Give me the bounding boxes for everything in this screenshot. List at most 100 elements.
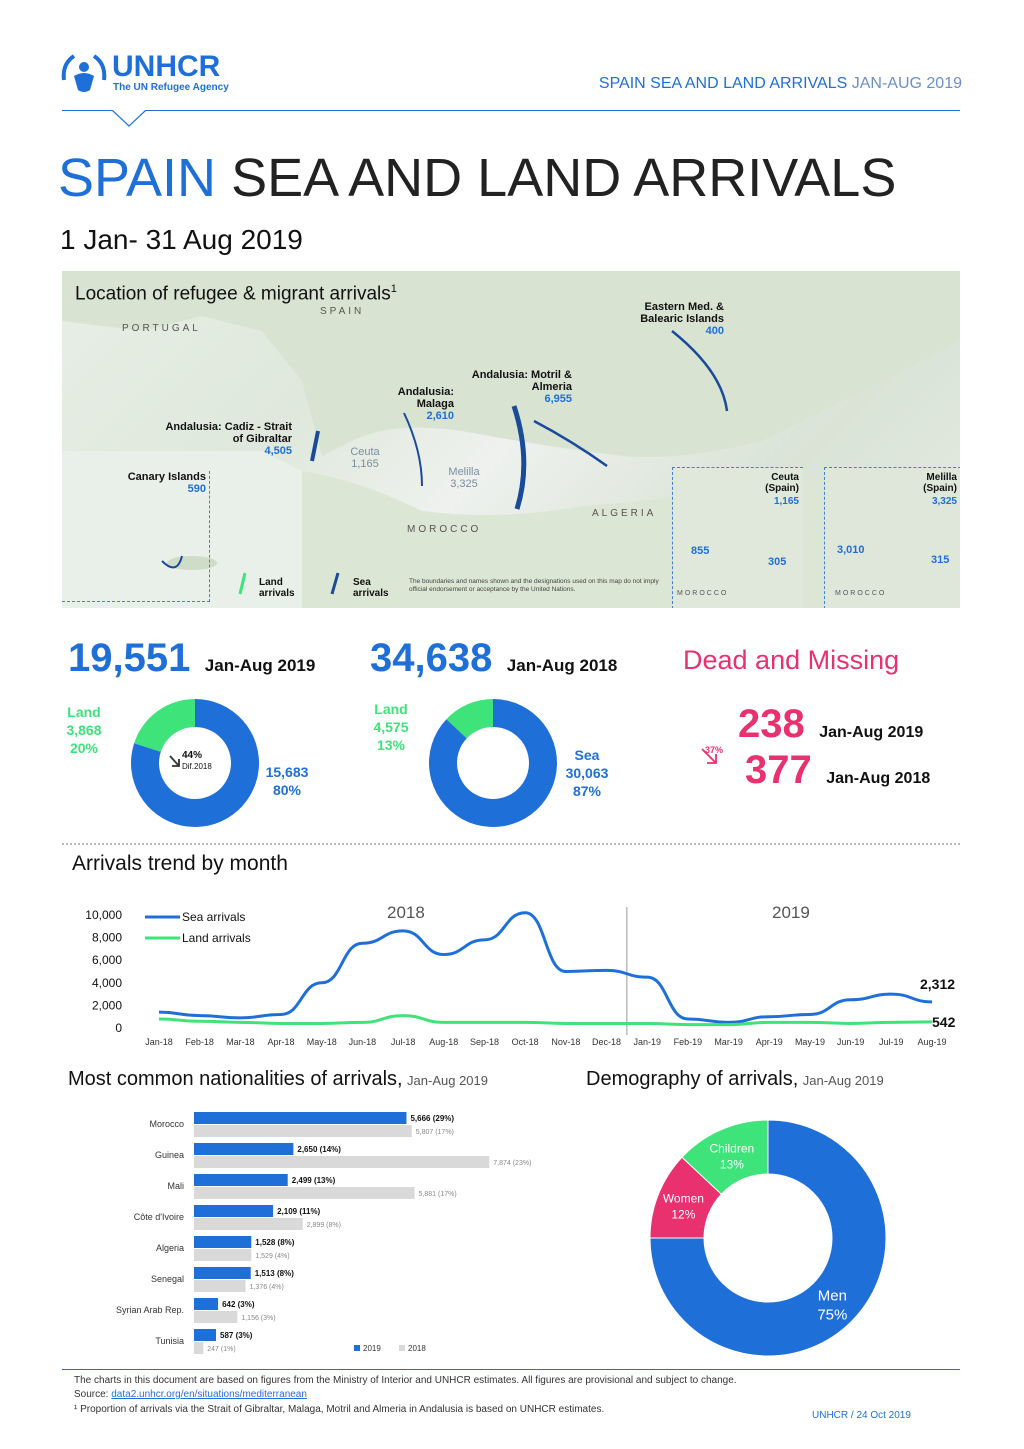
bar-2019 [194,1236,252,1248]
category-label: Guinea [155,1150,184,1160]
donut-sea-slice [131,699,259,827]
sea-pct: 80% [272,782,302,798]
unhcr-emblem-icon [61,54,107,92]
bar-2019 [194,1267,251,1279]
demography-slice-men [649,1119,887,1357]
footer-source-link[interactable]: data2.unhcr.org/en/situations/mediterran… [111,1389,307,1400]
nationalities-title: Most common nationalities of arrivals, J… [68,1068,488,1091]
dead-2019-period: Jan-Aug 2019 [819,724,924,741]
slice-label: Children [710,1141,755,1155]
x-tick-label: Jun-19 [837,1037,865,1047]
bar-2019 [194,1329,217,1341]
bar-2018 [194,1125,412,1137]
inset-ceuta-total: 1,165 [773,496,799,507]
bar-2018 [194,1218,303,1230]
category-label: Tunisia [155,1336,184,1346]
inset-melilla-country: MOROCCO [835,590,887,597]
legend-swatch [354,1345,360,1351]
header-notch-icon [112,110,146,127]
page-title: SPAIN SEA AND LAND ARRIVALS [58,148,896,208]
map-label-value: 2,610 [426,410,454,422]
page-title-strong: SPAIN [58,148,217,208]
legend-sea-arrow [330,572,340,595]
category-label: Mali [167,1181,184,1191]
donut-land-slice [446,699,493,739]
trend-year-2018: 2018 [387,903,425,922]
demography-chart: Men 75% Women 12% Children 13% [649,1119,887,1357]
dead-missing-title: Dead and Missing [683,645,900,675]
inset-melilla: Melilla (Spain) 3,325 3,010 315 MOROCCO [824,467,960,608]
sea-arrivals-line [158,911,933,1024]
y-tick-label: 8,000 [92,931,122,945]
x-tick-label: Apr-18 [268,1037,295,1047]
section-divider [62,843,960,845]
land-label: Land [374,701,408,717]
org-name: UNHCR [112,50,221,83]
sea-label: Sea [574,747,600,763]
legend-label: Land arrivals [182,931,251,945]
legend-land-arrow [238,572,247,595]
x-tick-label: Nov-18 [551,1037,580,1047]
category-label: Côte d'Ivoire [134,1212,184,1222]
x-tick-label: Jan-18 [145,1037,173,1047]
donut-2019-sea-label: 15,683 80% [258,763,316,799]
map-disclaimer: The boundaries and names shown and the d… [409,578,659,593]
map-label-ceuta: Ceuta 1,165 [350,446,380,470]
header-rule [62,110,960,111]
donut-2019-land-label: Land 3,868 20% [58,703,110,757]
x-tick-label: Jun-18 [349,1037,377,1047]
dead-2019: 238 Jan-Aug 2019 [738,702,923,747]
total-2019-period: Jan-Aug 2019 [204,656,316,675]
map-label-melilla: Melilla 3,325 [444,466,484,490]
inset-ceuta: Ceuta (Spain) 1,165 855 305 MOROCCO [672,467,803,608]
bar-value-label: 5,666 (29%) [410,1114,454,1123]
trend-end-sea: 2,312 [920,976,956,992]
land-arrivals-line [158,1014,933,1027]
x-tick-label: Mar-18 [226,1037,255,1047]
x-tick-label: Mar-19 [714,1037,743,1047]
slice-label: Women [663,1192,704,1206]
donut-2019 [131,699,259,827]
legend-label: Sea arrivals [182,910,245,924]
footer-footnote: ¹ Proportion of arrivals via the Strait … [74,1404,605,1415]
map-heading-text: Location of refugee & migrant arrivals [75,283,391,305]
x-tick-label: Feb-19 [674,1037,703,1047]
bar-2018 [194,1311,238,1323]
trend-chart: 10,000 8,000 6,000 4,000 2,000 0 Jan-18 Feb-18 M… [85,907,947,1047]
page-subtitle: 1 Jan- 31 Aug 2019 [60,224,303,255]
arrow-eastern-med [671,330,729,412]
bar-value-label: 587 (3%) [220,1331,253,1340]
map-label-cadiz: Andalusia: Cadiz - Strait of Gibraltar 4,… [158,421,292,457]
bar-value-label: 5,807 (17%) [416,1129,454,1136]
map-label-eastern-med: Eastern Med. & Balearic Islands 400 [632,301,724,337]
change-ref: Dif.2018 [182,762,212,771]
sea-value: 15,683 [265,764,309,780]
arrow-motril-main [511,405,527,510]
x-tick-label: Sep-18 [470,1037,499,1047]
bar-2018 [194,1280,246,1292]
bar-2018 [194,1342,204,1354]
inset-ceuta-sea: 305 [768,556,787,568]
legend-land-label: Land arrivals [259,577,295,599]
map-label-value: 4,505 [264,445,292,457]
bar-value-label: 1,528 (8%) [255,1238,294,1247]
down-arrow-icon [169,755,180,767]
map-heading: Location of refugee & migrant arrivals1 [75,283,397,305]
inset-ceuta-title: Ceuta (Spain) [765,472,799,494]
country-label-morocco: MOROCCO [407,524,482,535]
y-tick-label: 10,000 [85,908,122,922]
dead-2018-value: 377 [745,748,812,792]
x-tick-label: Aug-19 [917,1037,946,1047]
legend-swatch [399,1345,405,1351]
x-tick-label: Aug-18 [429,1037,458,1047]
map-label-value: 3,325 [450,478,478,490]
y-tick-label: 4,000 [92,976,122,990]
map-arrows [161,330,729,595]
slice-pct: 75% [817,1306,847,1323]
bar-2019 [194,1205,274,1217]
donut-2018-sea-label: Sea 30,063 87% [556,746,618,800]
bar-value-label: 247 (1%) [207,1346,235,1353]
inset-ceuta-country: MOROCCO [677,590,729,597]
donut-2018 [429,699,557,827]
category-label: Syrian Arab Rep. [116,1305,184,1315]
